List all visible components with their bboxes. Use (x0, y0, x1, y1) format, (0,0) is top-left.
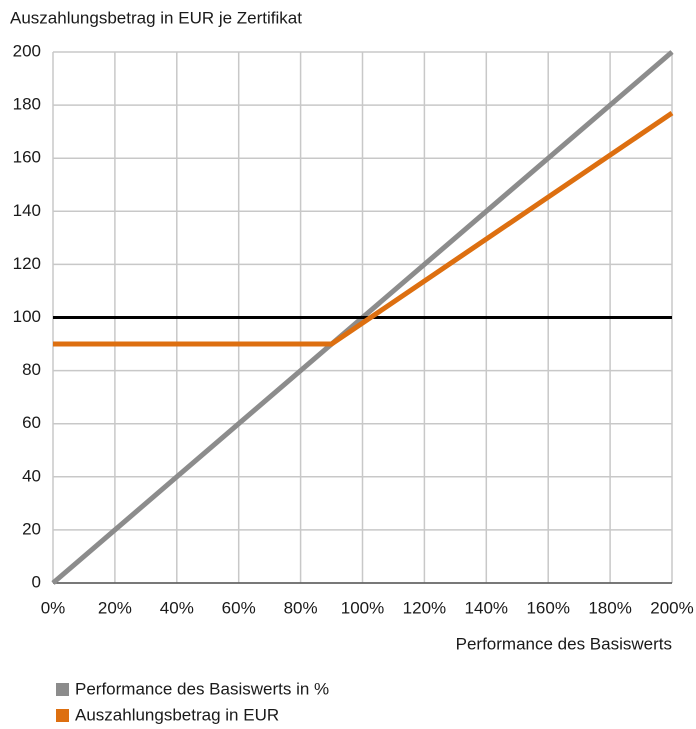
legend-swatch (56, 709, 69, 722)
y-tick-label: 140 (13, 201, 41, 220)
y-tick-label: 0 (32, 572, 41, 591)
y-tick-label: 160 (13, 148, 41, 167)
legend-swatch (56, 683, 69, 696)
y-tick-label: 40 (22, 466, 41, 485)
x-tick-label: 80% (284, 598, 318, 617)
y-tick-label: 120 (13, 254, 41, 273)
legend-label: Auszahlungsbetrag in EUR (75, 705, 279, 724)
y-tick-label: 60 (22, 413, 41, 432)
x-tick-label: 0% (41, 598, 66, 617)
x-tick-label: 200% (650, 598, 693, 617)
x-tick-label: 180% (588, 598, 631, 617)
x-tick-label: 40% (160, 598, 194, 617)
y-tick-label: 200 (13, 41, 41, 60)
x-tick-label: 20% (98, 598, 132, 617)
x-tick-label: 60% (222, 598, 256, 617)
x-tick-label: 160% (526, 598, 569, 617)
x-tick-label: 120% (403, 598, 446, 617)
x-axis-label: Performance des Basiswerts (456, 634, 672, 653)
line (53, 110, 674, 347)
legend-label: Performance des Basiswerts in % (75, 679, 329, 698)
y-tick-label: 180 (13, 95, 41, 114)
x-tick-label: 140% (465, 598, 508, 617)
x-tick-label: 100% (341, 598, 384, 617)
y-tick-label: 100 (13, 307, 41, 326)
y-tick-label: 20 (22, 519, 41, 538)
y-tick-label: 80 (22, 360, 41, 379)
chart-title: Auszahlungsbetrag in EUR je Zertifikat (10, 8, 302, 27)
